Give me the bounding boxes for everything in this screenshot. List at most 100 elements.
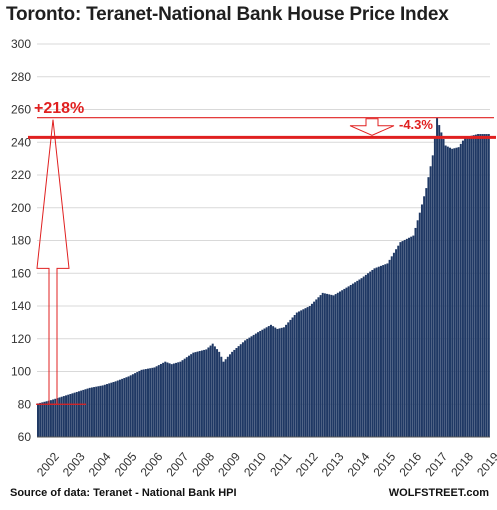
- data-bar: [39, 402, 42, 437]
- data-bar: [386, 263, 389, 437]
- data-bar: [423, 196, 426, 437]
- data-bar: [416, 220, 419, 437]
- data-bar: [49, 400, 52, 437]
- data-bar: [231, 351, 234, 437]
- data-bar: [358, 279, 361, 437]
- data-bar: [203, 349, 206, 437]
- data-bar: [123, 378, 126, 437]
- data-bar: [82, 389, 85, 437]
- decline-arrow: [349, 118, 395, 136]
- data-bar: [47, 400, 50, 437]
- data-bar: [362, 276, 365, 437]
- data-bar: [205, 349, 208, 437]
- data-bar: [235, 348, 238, 437]
- decline-label: -4.3%: [399, 117, 433, 132]
- data-bar: [198, 351, 201, 437]
- x-tick-label: 2010: [241, 449, 269, 479]
- data-bar: [220, 356, 223, 437]
- data-bar: [369, 271, 372, 437]
- data-bar: [310, 303, 313, 437]
- data-bar: [287, 322, 290, 438]
- data-bar: [90, 387, 93, 437]
- data-bar: [395, 249, 398, 437]
- data-bar: [347, 286, 350, 437]
- data-bar: [127, 376, 130, 437]
- data-bar: [483, 134, 486, 437]
- data-bar: [399, 242, 402, 437]
- data-bar: [451, 148, 454, 438]
- data-bar: [177, 362, 180, 437]
- data-bar: [405, 238, 408, 437]
- x-tick-label: 2012: [293, 449, 321, 479]
- data-bar: [172, 363, 175, 437]
- data-bar: [192, 352, 195, 437]
- data-bar: [468, 136, 471, 437]
- data-bar: [341, 290, 344, 437]
- data-bar: [354, 282, 357, 437]
- data-bar: [444, 145, 447, 437]
- data-bar: [414, 227, 417, 437]
- data-bar: [377, 266, 380, 437]
- chart-title: Toronto: Teranet-National Bank House Pri…: [6, 4, 449, 25]
- x-tick-label: 2017: [422, 449, 450, 479]
- data-bar: [75, 391, 78, 437]
- data-bar: [140, 369, 143, 437]
- data-bar: [345, 287, 348, 437]
- data-bar: [302, 309, 305, 437]
- data-bar: [433, 136, 436, 437]
- data-bar: [233, 349, 236, 437]
- data-bar: [108, 383, 111, 437]
- y-tick-label: 140: [11, 299, 31, 313]
- increase-arrow: [36, 119, 70, 405]
- y-tick-label: 120: [11, 332, 31, 346]
- data-bar: [159, 363, 162, 437]
- data-bar: [129, 375, 132, 437]
- data-bar: [73, 392, 76, 437]
- data-bar: [379, 265, 382, 437]
- data-bar: [360, 278, 363, 437]
- data-bar: [134, 373, 137, 437]
- data-bar: [168, 363, 171, 437]
- data-bar: [436, 117, 439, 437]
- y-tick-label: 180: [11, 234, 31, 248]
- data-bar: [52, 399, 55, 437]
- x-tick-label: 2009: [215, 449, 243, 479]
- data-bar: [121, 378, 124, 437]
- y-tick-label: 300: [11, 37, 31, 51]
- data-bar: [265, 327, 268, 437]
- data-bar: [261, 329, 264, 437]
- data-bar: [373, 268, 376, 437]
- data-bar: [263, 328, 266, 437]
- data-bar: [179, 361, 182, 437]
- data-bar: [461, 140, 464, 438]
- data-bar: [244, 340, 247, 437]
- data-bar: [142, 369, 145, 437]
- data-bar: [45, 401, 48, 437]
- data-bar: [254, 333, 257, 437]
- y-tick-label: 260: [11, 103, 31, 117]
- data-bar: [481, 134, 484, 437]
- data-bar: [330, 294, 333, 437]
- data-bar: [110, 382, 113, 437]
- data-bar: [147, 368, 149, 437]
- data-bar: [56, 398, 59, 437]
- data-bar: [485, 134, 488, 437]
- data-bar: [269, 324, 272, 437]
- data-bar: [106, 384, 109, 437]
- data-bar: [216, 349, 219, 437]
- data-bar: [272, 326, 275, 437]
- data-bar: [319, 295, 322, 437]
- x-tick-label: 2004: [86, 449, 114, 479]
- data-bar: [103, 384, 106, 437]
- data-bar: [291, 317, 294, 437]
- data-bar: [97, 386, 100, 437]
- data-bar: [185, 357, 188, 437]
- watermark-text: WOLFSTREET.com: [388, 487, 489, 499]
- y-tick-label: 80: [18, 397, 32, 411]
- data-bar: [442, 138, 445, 438]
- data-bar: [293, 315, 296, 437]
- data-bar: [259, 330, 262, 437]
- data-bar: [438, 125, 441, 437]
- data-bar: [464, 137, 467, 437]
